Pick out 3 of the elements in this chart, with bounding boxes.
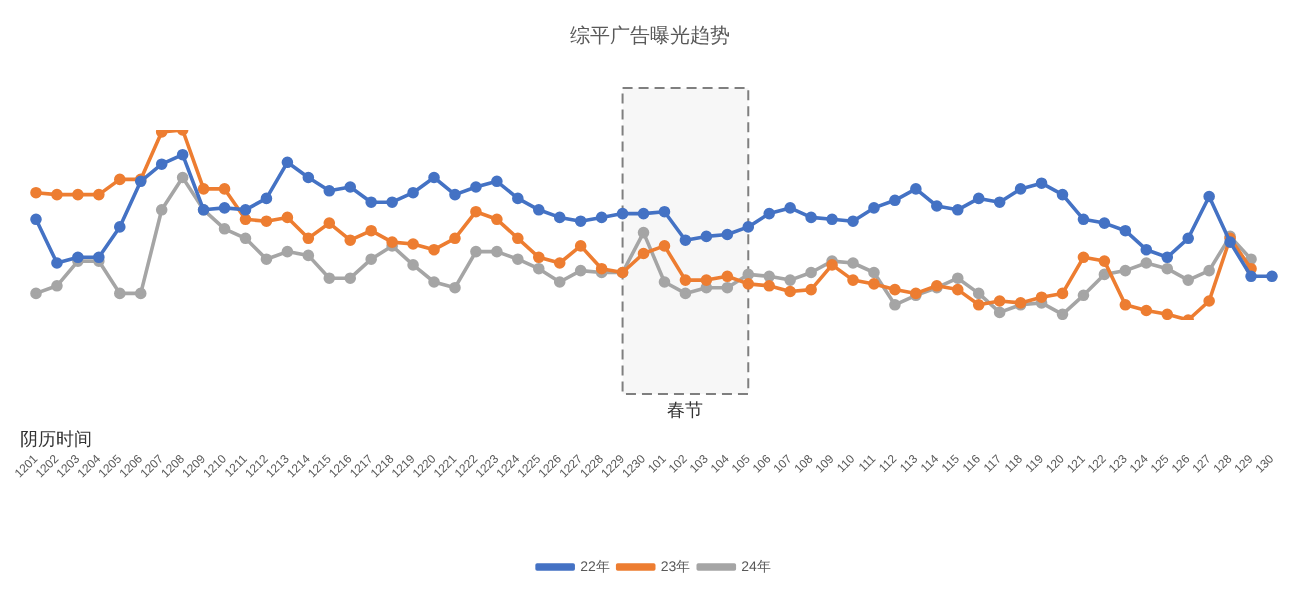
band-label: 春节 [667,399,704,420]
x-axis-title: 阴历时间 [20,428,92,449]
chart-title: 综平广告曝光趋势 [570,23,730,48]
